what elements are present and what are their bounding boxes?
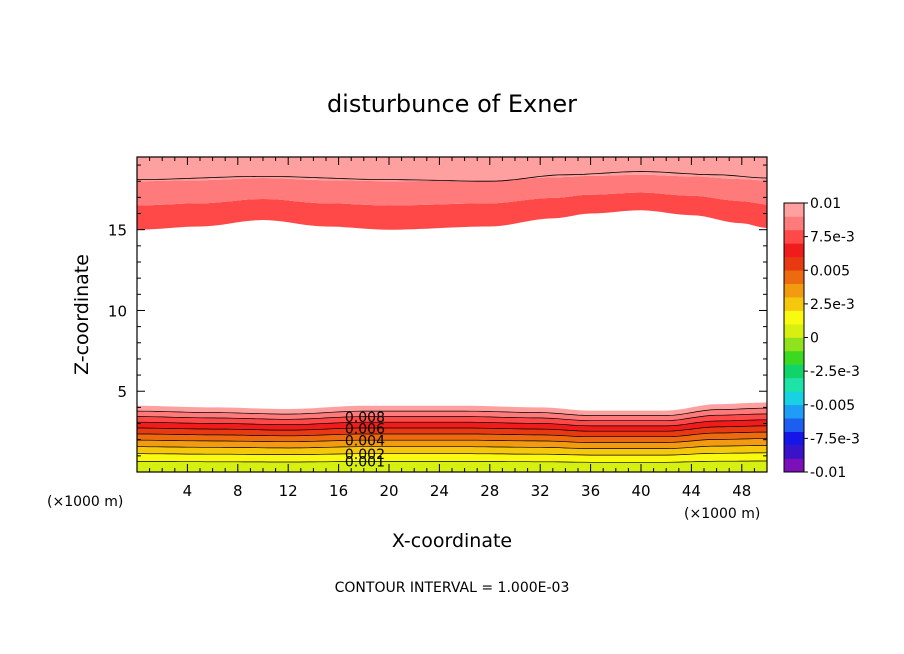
y-tick-label: 15 [108, 222, 127, 240]
contour-line-top [137, 171, 768, 182]
colorbar-swatch [784, 297, 804, 311]
x-tick-label: 24 [430, 482, 449, 500]
x-tick-label: 16 [329, 482, 348, 500]
colorbar-swatch [784, 270, 804, 284]
x-tick-label: 40 [631, 482, 650, 500]
x-unit-label-right: (×1000 m) [684, 506, 760, 522]
colorbar-swatch [784, 229, 804, 244]
x-tick-label: 8 [233, 482, 243, 500]
y-axis-label: Z-coordinate [71, 254, 93, 375]
x-tick-label: 44 [682, 482, 701, 500]
contour-label: 0.006 [345, 421, 385, 437]
contour-band-bottom [137, 408, 767, 421]
x-tick-label: 20 [379, 482, 398, 500]
colorbar-swatch [784, 337, 804, 352]
colorbar-swatch [784, 364, 804, 379]
contour-line-bottom [137, 425, 768, 432]
colorbar-label: -0.01 [810, 465, 846, 481]
contour-label: 0.004 [345, 433, 385, 449]
colorbar-swatch [784, 350, 804, 365]
contour-band-bottom [137, 425, 767, 437]
chart-title: disturbunce of Exner [327, 90, 577, 118]
x-tick-label: 28 [480, 482, 499, 500]
colorbar: 0.01 7.5e-3 0.005 2.5e-3 0 -2.5e-3 -0.005 -7.5e… [783, 196, 860, 481]
contour-interval-note: CONTOUR INTERVAL = 1.000E-03 [335, 580, 570, 596]
contour-label: 0.001 [345, 455, 385, 471]
colorbar-swatch [784, 203, 804, 217]
colorbar-swatch [784, 377, 804, 392]
contour-line-bottom [137, 413, 768, 422]
x-axis-label: X-coordinate [392, 530, 512, 552]
colorbar-label: 0.01 [810, 196, 841, 212]
contour-label: 0.002 [345, 447, 385, 463]
colorbar-label: 7.5e-3 [810, 230, 855, 246]
colorbar-label: -0.005 [810, 398, 855, 414]
contour-band-bottom [137, 402, 767, 416]
contour-label: 0.008 [345, 410, 385, 426]
colorbar-swatch [784, 458, 804, 473]
filled-contours [137, 157, 767, 472]
contour-band-top [137, 192, 767, 230]
y-tick-label: 10 [108, 302, 127, 320]
x-tick-label: 48 [732, 482, 751, 500]
colorbar-swatch [784, 216, 804, 231]
contour-line-bottom [137, 431, 767, 438]
contour-band-bottom [137, 461, 767, 472]
contour-band-bottom [137, 438, 767, 449]
contour-line-bottom [137, 460, 767, 463]
colorbar-swatch [784, 445, 804, 459]
colorbar-swatch [784, 256, 804, 271]
contour-band-top [137, 157, 767, 182]
contour-band-bottom [137, 432, 767, 443]
contour-lines [136, 171, 768, 463]
x-tick-label: 4 [183, 482, 193, 500]
colorbar-label: -7.5e-3 [810, 431, 860, 447]
colorbar-label: 2.5e-3 [810, 297, 855, 313]
colorbar-swatch [784, 324, 804, 338]
y-tick-label: 5 [117, 383, 127, 401]
contour-line-bottom [136, 407, 767, 416]
colorbar-swatch [784, 418, 804, 432]
colorbar-swatch [784, 404, 804, 419]
contour-line-bottom [137, 419, 767, 427]
colorbar-swatch [784, 310, 804, 325]
contour-band-top [137, 174, 767, 206]
colorbar-swatch [784, 431, 804, 446]
contour-line-bottom [137, 445, 767, 449]
x-tick-label: 32 [531, 482, 550, 500]
colorbar-label: 0 [810, 331, 819, 347]
contour-line-bottom [137, 452, 768, 456]
colorbar-label: -2.5e-3 [810, 364, 860, 380]
contour-band-bottom [137, 419, 767, 432]
x-tick-label: 12 [279, 482, 298, 500]
colorbar-label: 0.005 [810, 263, 850, 279]
x-tick-label: 36 [581, 482, 600, 500]
colorbar-swatch [784, 243, 804, 258]
colorbar-swatch [784, 391, 804, 406]
colorbar-swatch [784, 283, 804, 298]
contour-band-bottom [137, 413, 767, 426]
contour-line-bottom [137, 438, 768, 443]
x-unit-label-left: (×1000 m) [47, 494, 123, 510]
